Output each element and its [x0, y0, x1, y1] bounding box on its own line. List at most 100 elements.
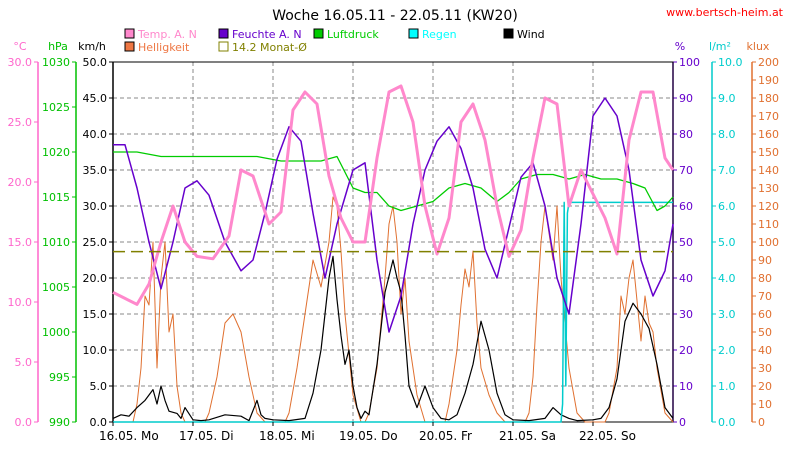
tick-label-humidity: 100	[679, 56, 700, 69]
tick-label-wind: 5.0	[90, 380, 108, 393]
tick-label-wind: 20.0	[83, 272, 108, 285]
tick-label-pressure: 1005	[42, 281, 70, 294]
legend-swatch	[124, 41, 135, 52]
tick-label-humidity: 10	[679, 380, 693, 393]
tick-label-temp: 25.0	[8, 116, 33, 129]
legend-label: Temp. A. N	[137, 28, 197, 41]
day-label: 18.05. Mi	[259, 429, 315, 443]
day-label: 20.05. Fr	[419, 429, 472, 443]
series-wind	[112, 255, 674, 422]
tick-label-temp: 30.0	[8, 56, 33, 69]
tick-label-light: 170	[758, 110, 779, 123]
tick-label-rain: 4.0	[718, 272, 736, 285]
day-label: 17.05. Di	[179, 429, 234, 443]
legend-label: Wind	[517, 28, 545, 41]
unit-rain: l/m²	[709, 40, 731, 53]
tick-label-light: 130	[758, 182, 779, 195]
series-light	[113, 196, 674, 423]
axis-units: °C hPa km/h % l/m² klux	[13, 40, 770, 53]
series-rain	[113, 201, 673, 423]
tick-label-rain: 2.0	[718, 344, 736, 357]
unit-wind: km/h	[78, 40, 106, 53]
tick-label-humidity: 0	[679, 416, 686, 429]
tick-label-light: 0	[758, 416, 765, 429]
tick-label-pressure: 995	[49, 371, 70, 384]
tick-label-wind: 50.0	[83, 56, 108, 69]
tick-label-light: 160	[758, 128, 779, 141]
tick-label-light: 60	[758, 308, 772, 321]
tick-label-temp: 10.0	[8, 296, 33, 309]
legend-label: 14.2 Monat-Ø	[232, 41, 307, 54]
tick-label-pressure: 1000	[42, 326, 70, 339]
tick-label-rain: 10.0	[718, 56, 743, 69]
legend-swatch	[408, 28, 419, 39]
unit-light: klux	[747, 40, 770, 53]
legend-swatch	[124, 28, 135, 39]
tick-label-humidity: 70	[679, 164, 693, 177]
tick-label-pressure: 1030	[42, 56, 70, 69]
tick-label-light: 180	[758, 92, 779, 105]
tick-label-pressure: 1015	[42, 191, 70, 204]
day-label: 21.05. Sa	[499, 429, 556, 443]
tick-label-pressure: 1025	[42, 101, 70, 114]
axes: 0.05.010.015.020.025.030.099099510001005…	[8, 56, 780, 429]
tick-label-pressure: 1010	[42, 236, 70, 249]
tick-label-pressure: 1020	[42, 146, 70, 159]
tick-label-light: 90	[758, 254, 772, 267]
legend-swatch	[313, 28, 324, 39]
tick-label-rain: 1.0	[718, 380, 736, 393]
tick-label-temp: 20.0	[8, 176, 33, 189]
tick-label-temp: 15.0	[8, 236, 33, 249]
tick-label-light: 140	[758, 164, 779, 177]
tick-label-light: 20	[758, 380, 772, 393]
unit-humidity: %	[675, 40, 685, 53]
series-group	[112, 84, 675, 423]
tick-label-temp: 5.0	[15, 356, 33, 369]
tick-label-light: 100	[758, 236, 779, 249]
tick-label-light: 190	[758, 74, 779, 87]
source-label: www.bertsch-heim.at	[666, 6, 784, 19]
tick-label-wind: 35.0	[83, 164, 108, 177]
tick-label-light: 150	[758, 146, 779, 159]
legend-label: Helligkeit	[138, 41, 190, 54]
tick-label-light: 70	[758, 290, 772, 303]
legend-swatch	[218, 28, 229, 39]
tick-label-light: 200	[758, 56, 779, 69]
tick-label-rain: 6.0	[718, 200, 736, 213]
tick-label-humidity: 90	[679, 92, 693, 105]
day-label: 19.05. Do	[339, 429, 398, 443]
tick-label-rain: 7.0	[718, 164, 736, 177]
tick-label-temp: 0.0	[15, 416, 33, 429]
tick-label-humidity: 30	[679, 308, 693, 321]
day-label: 22.05. So	[579, 429, 636, 443]
unit-temp: °C	[13, 40, 27, 53]
series-pressure	[113, 151, 674, 212]
gridlines	[113, 62, 673, 422]
tick-label-light: 40	[758, 344, 772, 357]
tick-label-humidity: 20	[679, 344, 693, 357]
tick-label-light: 30	[758, 362, 772, 375]
tick-label-wind: 10.0	[83, 344, 108, 357]
tick-label-wind: 0.0	[90, 416, 108, 429]
series-humidity	[113, 97, 674, 333]
tick-label-humidity: 60	[679, 200, 693, 213]
unit-pressure: hPa	[48, 40, 68, 53]
tick-label-rain: 0.0	[718, 416, 736, 429]
legend-label: Luftdruck	[327, 28, 379, 41]
tick-label-wind: 45.0	[83, 92, 108, 105]
legend: Temp. A. N Feuchte A. N Luftdruck Regen Wind…	[124, 28, 545, 54]
tick-label-humidity: 40	[679, 272, 693, 285]
tick-label-wind: 40.0	[83, 128, 108, 141]
tick-label-wind: 30.0	[83, 200, 108, 213]
tick-label-light: 110	[758, 218, 779, 231]
tick-label-humidity: 50	[679, 236, 693, 249]
tick-label-rain: 5.0	[718, 236, 736, 249]
x-axis-labels: 16.05. Mo 17.05. Di 18.05. Mi 19.05. Do 20.0…	[99, 422, 636, 443]
tick-label-light: 80	[758, 272, 772, 285]
tick-label-pressure: 990	[49, 416, 70, 429]
legend-swatch	[503, 28, 514, 39]
tick-label-humidity: 80	[679, 128, 693, 141]
tick-label-wind: 15.0	[83, 308, 108, 321]
tick-label-light: 10	[758, 398, 772, 411]
